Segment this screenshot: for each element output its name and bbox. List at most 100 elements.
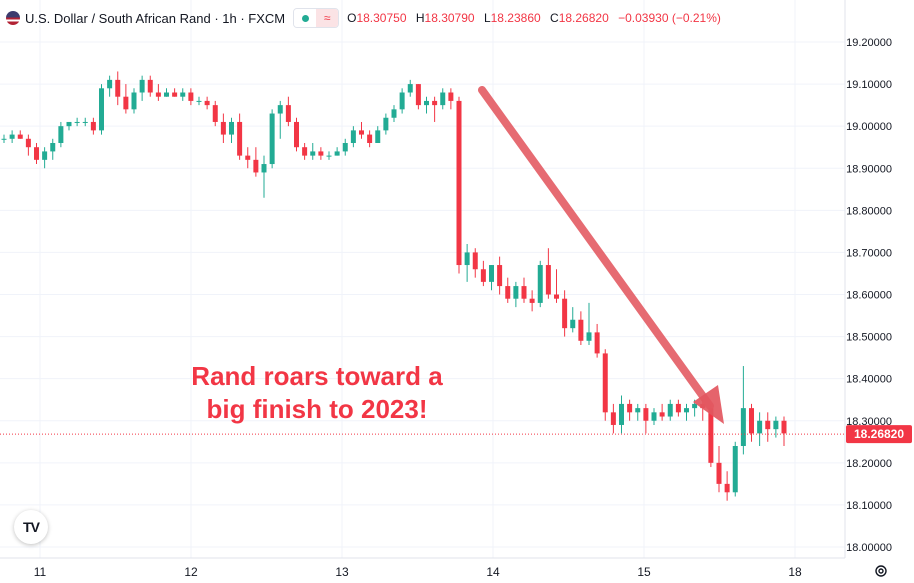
- price-tick-label: 19.20000: [846, 37, 892, 49]
- candle-body: [253, 159, 259, 173]
- candle-body: [578, 319, 584, 341]
- candle-body: [42, 151, 48, 160]
- price-tick-label: 18.70000: [846, 247, 892, 259]
- candle-body: [237, 121, 243, 156]
- candle-body: [155, 92, 161, 97]
- candle-body: [204, 100, 210, 106]
- price-tick-label: 18.60000: [846, 290, 892, 302]
- candle-body: [82, 121, 88, 123]
- candle-series: [1, 71, 787, 501]
- candle-body: [294, 121, 299, 148]
- candle-body: [732, 446, 738, 493]
- candle-body: [424, 100, 429, 106]
- price-tick-label: 18.00000: [846, 542, 892, 554]
- candle-body: [367, 134, 373, 143]
- tradingview-logo-icon[interactable]: TV: [14, 510, 48, 544]
- time-tick-label: 13: [335, 565, 349, 579]
- time-axis: 11 12 13 14 15 18: [34, 565, 802, 579]
- change-value: −0.03930 (−0.21%): [618, 11, 721, 25]
- settings-gear-icon[interactable]: [873, 563, 889, 579]
- market-open-dot-icon: [294, 9, 317, 27]
- candle-body: [90, 121, 96, 131]
- candle-body: [521, 286, 527, 299]
- candle-body: [66, 121, 72, 127]
- current-price-label: 18.26820: [854, 427, 904, 441]
- candle-body: [643, 408, 649, 421]
- time-tick-label: 15: [637, 565, 651, 579]
- candle-body: [497, 265, 503, 287]
- candle-body: [229, 121, 234, 135]
- price-tick-label: 18.10000: [846, 500, 892, 512]
- candle-body: [773, 420, 779, 430]
- candle-body: [318, 151, 324, 156]
- symbol-title[interactable]: U.S. Dollar / South African Rand · 1h · …: [25, 10, 286, 26]
- candle-body: [220, 121, 226, 135]
- annotation-line-1: Rand roars toward a: [191, 361, 443, 391]
- down-trend-arrow: [478, 86, 724, 424]
- candle-body: [619, 403, 624, 425]
- candle-body: [708, 408, 714, 463]
- candle-body: [375, 130, 381, 143]
- symbol-header: U.S. Dollar / South African Rand · 1h · …: [6, 8, 721, 28]
- price-tick-label: 19.10000: [846, 79, 892, 91]
- candle-body: [139, 79, 145, 93]
- candle-body: [359, 130, 364, 135]
- candle-body: [285, 105, 291, 122]
- candle-body: [269, 113, 275, 165]
- candle-body: [480, 269, 486, 282]
- candle-body: [25, 138, 31, 148]
- candle-body: [115, 79, 121, 97]
- candle-body: [123, 96, 129, 110]
- candle-body: [651, 412, 657, 421]
- candle-body: [586, 332, 592, 341]
- candle-body: [724, 483, 730, 493]
- candle-body: [659, 412, 665, 417]
- candle-body: [749, 408, 754, 434]
- candle-body: [610, 412, 616, 425]
- candle-body: [545, 265, 551, 295]
- candle-body: [570, 319, 576, 329]
- candle-body: [440, 92, 446, 106]
- candle-body: [464, 252, 470, 266]
- candle-body: [489, 265, 494, 282]
- candle-body: [781, 420, 787, 434]
- candle-body: [562, 298, 568, 329]
- price-tick-label: 19.00000: [846, 121, 892, 133]
- price-tick-label: 18.30000: [846, 416, 892, 428]
- candle-body: [326, 155, 332, 157]
- candle-body: [537, 265, 543, 303]
- candle-body: [245, 155, 251, 160]
- price-tick-label: 18.80000: [846, 205, 892, 217]
- candle-body: [180, 92, 186, 97]
- candle-body: [196, 100, 202, 102]
- candle-body: [277, 105, 283, 114]
- candle-body: [9, 134, 15, 139]
- candle-body: [164, 92, 169, 97]
- ohlc-values: O18.30750 H18.30790 L18.23860 C18.26820 …: [347, 11, 721, 25]
- candle-body: [765, 420, 771, 430]
- candle-body: [448, 92, 454, 101]
- candle-body: [456, 100, 462, 266]
- high-value: 18.30790: [424, 11, 475, 25]
- market-status-pill[interactable]: ≈: [293, 8, 340, 28]
- usd-flag-icon: [6, 11, 20, 25]
- candle-body: [99, 88, 104, 131]
- candle-body: [74, 121, 80, 123]
- current-price-tag: 18.26820: [846, 425, 912, 444]
- candle-body: [684, 408, 689, 413]
- candle-body: [342, 143, 348, 152]
- candle-body: [415, 84, 421, 106]
- candle-body: [391, 109, 397, 118]
- candle-body: [302, 147, 308, 156]
- candle-body: [757, 420, 763, 434]
- candle-body: [716, 462, 722, 484]
- price-tick-label: 18.40000: [846, 374, 892, 386]
- candle-body: [17, 134, 23, 139]
- candle-body: [472, 252, 478, 270]
- candle-body: [334, 151, 340, 156]
- candle-body: [350, 130, 356, 143]
- candle-body: [399, 92, 405, 110]
- time-tick-label: 18: [788, 565, 802, 579]
- candle-body: [667, 403, 673, 417]
